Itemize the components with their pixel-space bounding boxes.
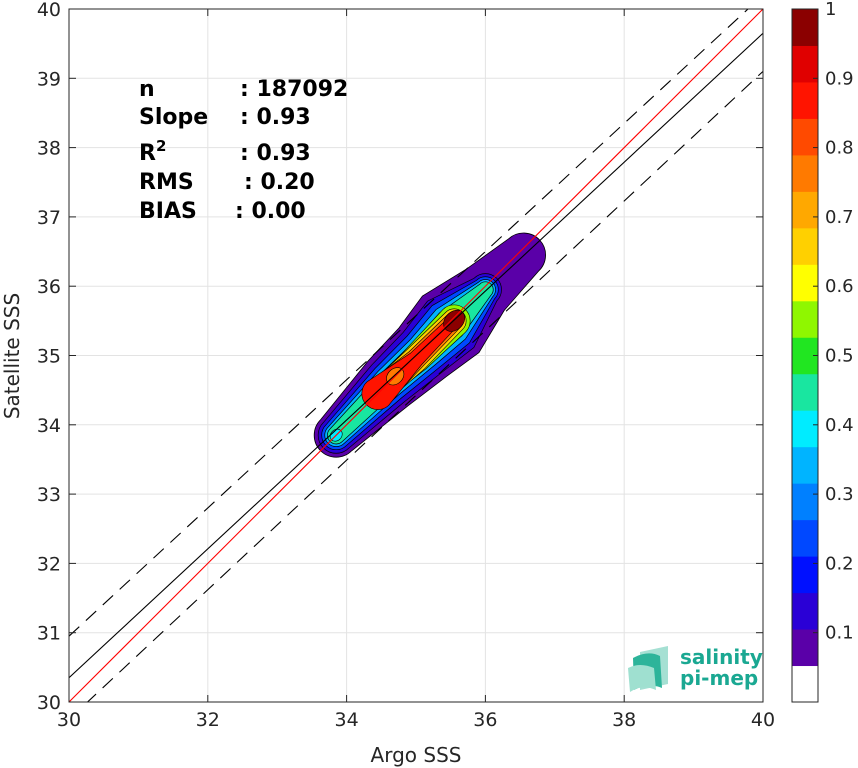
colorbar-swatch	[792, 191, 818, 229]
y-tick-label: 32	[37, 553, 61, 575]
y-tick-label: 30	[37, 692, 61, 714]
regression-line	[69, 32, 763, 679]
colorbar-tick-label: 0.3	[825, 484, 854, 505]
x-tick-label: 30	[57, 709, 81, 731]
logo-line1: salinity	[680, 645, 763, 669]
colorbar-swatch	[792, 118, 818, 156]
y-tick-label: 37	[37, 207, 61, 229]
colorbar-swatch	[792, 665, 818, 703]
reference-lines	[69, 9, 763, 702]
salinity-pi-mep-logo: salinity pi-mep	[628, 645, 763, 692]
logo-line2: pi-mep	[680, 666, 758, 690]
colorbar-swatch	[792, 45, 818, 83]
y-tick-label: 38	[37, 138, 61, 160]
colorbar-swatch	[792, 483, 818, 521]
colorbar-tick-label: 0.6	[825, 276, 854, 297]
y-tick-label: 35	[37, 346, 61, 368]
x-tick-label: 36	[473, 709, 497, 731]
y-tick-label: 34	[37, 415, 61, 437]
colorbar-swatch	[792, 300, 818, 338]
colorbar-swatch	[792, 264, 818, 302]
stat-value: : 0.93	[240, 105, 311, 130]
colorbar-swatch	[792, 556, 818, 594]
y-axis-label: Satellite SSS	[0, 293, 24, 419]
upper-bound-line	[69, 9, 749, 637]
colorbar-swatch	[792, 592, 818, 630]
colorbar-swatch	[792, 9, 818, 46]
x-tick-label: 34	[335, 709, 359, 731]
stat-value: : 0.00	[235, 199, 306, 224]
colorbar-tick-label: 0.7	[825, 207, 854, 228]
stat-value: : 0.20	[244, 170, 315, 195]
y-tick-label: 36	[37, 276, 61, 298]
stat-value: : 0.93	[240, 141, 311, 166]
x-tick-label: 40	[751, 709, 775, 731]
x-tick-label: 38	[612, 709, 636, 731]
colorbar-tick-label: 0.5	[825, 346, 854, 367]
colorbar-tick-label: 1	[825, 0, 836, 20]
colorbar: 0.1 0.2 0.3 0.4 0.5 0.6 0.7 0.8 0.9 1	[791, 0, 854, 703]
x-axis-label: Argo SSS	[371, 743, 462, 767]
stat-label: BIAS	[139, 199, 197, 224]
axis-ticks: 30 32 34 36 38 40 30 31 32 33 34 35 36 37 38 39 40	[37, 0, 775, 731]
lower-bound-line	[86, 70, 763, 702]
colorbar-swatch	[792, 227, 818, 265]
colorbar-tick-label: 0.1	[825, 623, 854, 644]
y-tick-label: 33	[37, 484, 61, 506]
stat-label: Slope	[139, 105, 208, 130]
stat-value: : 187092	[240, 77, 348, 102]
colorbar-swatch	[792, 81, 818, 119]
colorbar-swatch	[792, 154, 818, 192]
y-tick-label: 31	[37, 623, 61, 645]
y-tick-label: 40	[37, 0, 61, 21]
colorbar-swatch	[792, 410, 818, 448]
stat-label: RMS	[139, 170, 194, 195]
logo-wave-front	[628, 665, 656, 692]
grid-lines	[69, 9, 763, 702]
colorbar-tick-label: 0.9	[825, 68, 854, 89]
colorbar-tick-label: 0.2	[825, 553, 854, 574]
colorbar-tick-label: 0.8	[825, 138, 854, 159]
plot-area: 30 32 34 36 38 40 30 31 32 33 34 35 36 37 38 39 40	[37, 0, 775, 731]
colorbar-tick-label: 0.4	[825, 415, 854, 436]
colorbar-swatch	[792, 519, 818, 557]
stat-label: n	[139, 77, 155, 102]
colorbar-swatch	[792, 373, 818, 411]
colorbar-swatch	[792, 629, 818, 667]
colorbar-swatch	[792, 446, 818, 484]
y-tick-label: 39	[37, 68, 61, 90]
x-tick-label: 32	[196, 709, 220, 731]
